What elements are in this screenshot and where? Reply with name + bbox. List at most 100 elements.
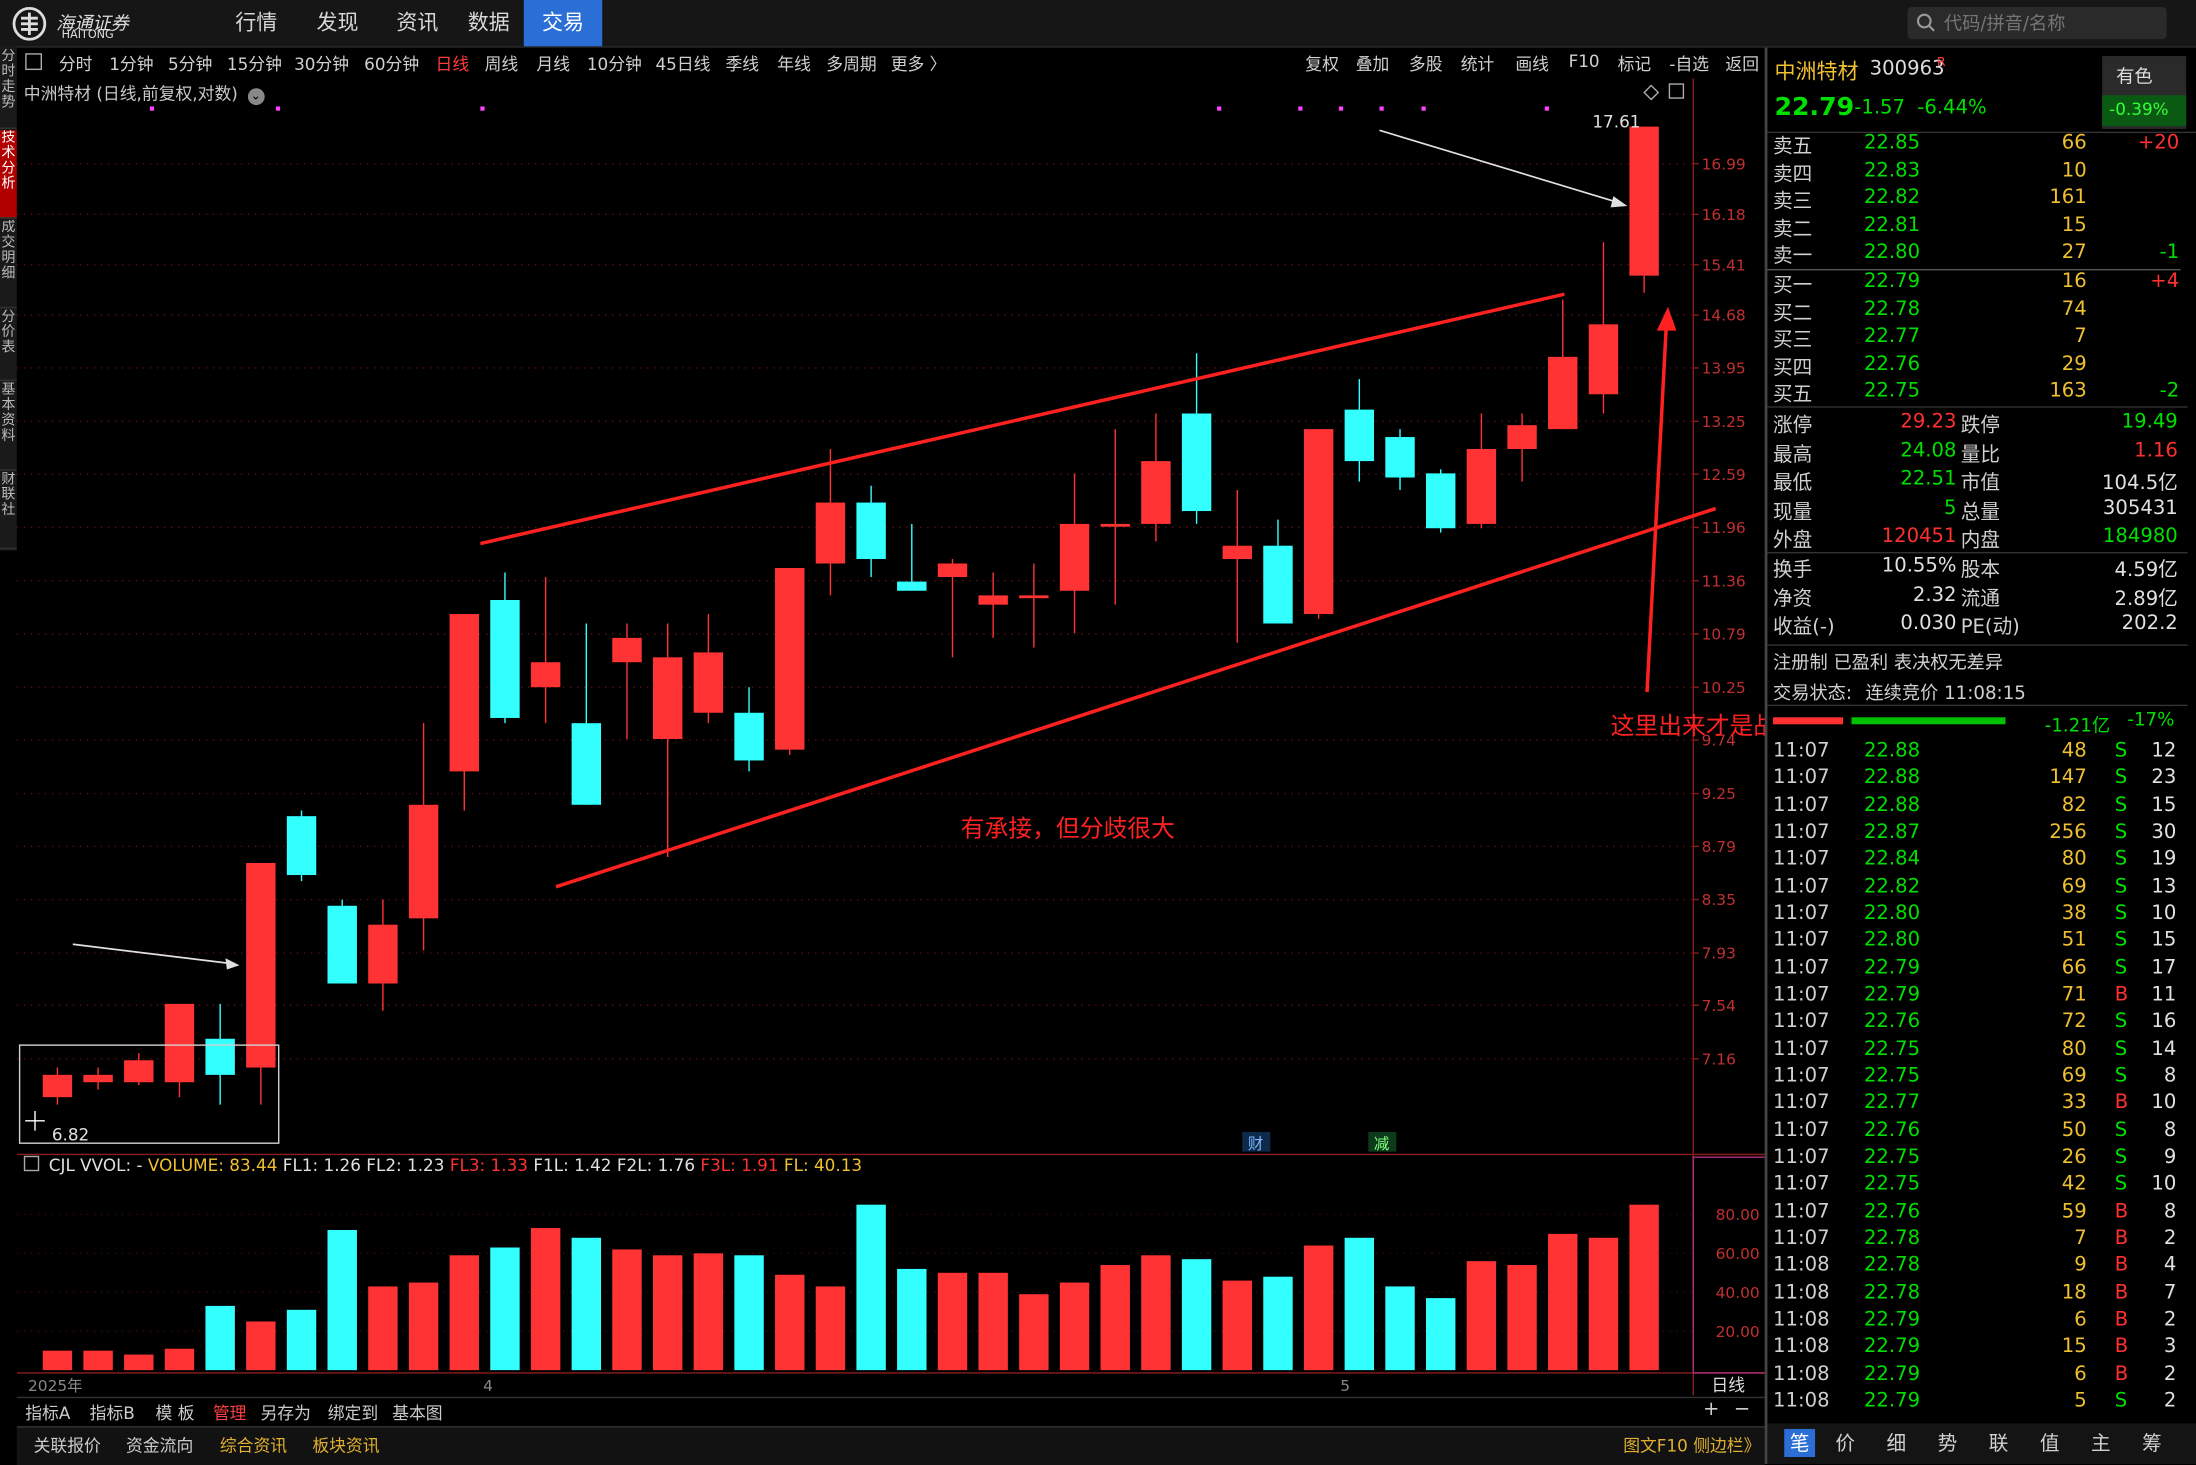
broker-logo[interactable]: 海通证券 HAITONG: [11, 6, 165, 42]
tool-f10[interactable]: F10: [1568, 51, 1600, 72]
indicator-toggle-icon[interactable]: [23, 1155, 40, 1172]
sidetab-technical[interactable]: 技术分析: [0, 130, 17, 219]
finance-badge[interactable]: [1242, 1131, 1271, 1152]
search-input[interactable]: [1941, 9, 2157, 38]
period-1min[interactable]: 1分钟: [109, 54, 154, 75]
broker-logo-cn: 海通证券: [56, 14, 129, 36]
sidetab-profile[interactable]: 基本资料: [0, 382, 17, 471]
highlight-box: [18, 1044, 280, 1144]
stat-row[interactable]: 净资 2.32 流通 2.89亿: [1767, 583, 2196, 610]
search-box[interactable]: [1907, 7, 2167, 40]
stat-row[interactable]: 最低 22.51 市值 104.5亿: [1767, 468, 2196, 495]
tick-row: 11:08 22.78 9 B 4: [1767, 1254, 2196, 1281]
menu-data[interactable]: 数据: [467, 9, 510, 36]
right-tab[interactable]: 值: [2039, 1433, 2060, 1456]
period-quarterly[interactable]: 季线: [725, 54, 760, 75]
f10-sidebar-link[interactable]: 图文F10 侧边栏》: [1623, 1435, 1761, 1456]
tick-count: 11: [2151, 983, 2177, 1006]
menu-news[interactable]: 资讯: [396, 9, 439, 36]
volume-bar: [693, 1253, 724, 1371]
tool-mark[interactable]: 标记: [1617, 54, 1652, 75]
right-tab[interactable]: 筹: [2142, 1433, 2162, 1456]
btab-save-as[interactable]: 另存为: [260, 1403, 311, 1424]
maximize-icon[interactable]: [1668, 83, 1685, 99]
bid-row[interactable]: 买四 22.76 29: [1767, 352, 2196, 379]
period-15min[interactable]: 15分钟: [226, 54, 282, 75]
btab-bind-to[interactable]: 绑定到: [327, 1403, 379, 1424]
sidetab-price-table[interactable]: 分价表: [0, 310, 17, 382]
tool-stats[interactable]: 统计: [1460, 54, 1495, 75]
btab-template[interactable]: 模 板: [155, 1403, 195, 1424]
ask-row[interactable]: 卖二 22.81 15: [1767, 214, 2196, 241]
volume-bar: [1588, 1237, 1619, 1371]
ask-row[interactable]: 卖五 22.85 66 +20: [1767, 132, 2196, 159]
menu-discover[interactable]: 发现: [316, 9, 359, 36]
tool-draw[interactable]: 画线: [1515, 54, 1549, 75]
stat-row[interactable]: 现量 5 总量 305431: [1767, 497, 2196, 524]
zoom-in-icon[interactable]: +: [1703, 1398, 1720, 1421]
stat-value: 0.030: [1900, 612, 1957, 635]
stat-row[interactable]: 涨停 29.23 跌停 19.49: [1767, 410, 2196, 437]
period-daily[interactable]: 日线: [435, 54, 470, 75]
bid-row[interactable]: 买三 22.77 7: [1767, 325, 2196, 352]
period-multi[interactable]: 多周期: [826, 54, 877, 75]
tick-volume: 6: [2074, 1308, 2087, 1331]
tick-list[interactable]: 11:07 22.88 48 S 12 11:07 22.88 147 S 23 11:07 22.8…: [1767, 740, 2196, 1421]
period-intraday[interactable]: 分时: [58, 54, 93, 75]
btab-sector-news[interactable]: 板块资讯: [312, 1435, 380, 1456]
period-5min[interactable]: 5分钟: [168, 54, 213, 75]
ask-row[interactable]: 卖一 22.80 27 -1: [1767, 241, 2196, 268]
bid-row[interactable]: 买二 22.78 74: [1767, 298, 2196, 325]
period-60min[interactable]: 60分钟: [364, 54, 420, 75]
sidetab-cls[interactable]: 财联社: [0, 472, 17, 550]
right-tab[interactable]: 主: [2090, 1433, 2111, 1456]
menu-quotes[interactable]: 行情: [235, 9, 278, 36]
layout-toggle-icon[interactable]: [25, 53, 43, 71]
bid-row[interactable]: 买五 22.75 163 -2: [1767, 380, 2196, 407]
stat-row[interactable]: 外盘 120451 内盘 184980: [1767, 525, 2196, 552]
btab-indicator-a[interactable]: 指标A: [25, 1403, 71, 1424]
tool-remove-watch[interactable]: -自选: [1669, 54, 1710, 75]
stat-row[interactable]: 收益(-) 0.030 PE(动) 202.2: [1767, 612, 2196, 639]
chart-settings-icon[interactable]: ⌄: [247, 88, 265, 106]
btab-indicator-b[interactable]: 指标B: [89, 1403, 135, 1424]
sidetab-trades[interactable]: 成交明细: [0, 220, 17, 309]
period-yearly[interactable]: 年线: [777, 54, 811, 75]
period-45day[interactable]: 45日线: [655, 54, 711, 75]
period-10min[interactable]: 10分钟: [586, 54, 642, 75]
right-tab[interactable]: 笔: [1784, 1428, 1816, 1457]
reduction-badge[interactable]: [1368, 1131, 1397, 1152]
zoom-out-icon[interactable]: −: [1733, 1398, 1751, 1421]
period-more[interactable]: 更多 〉: [890, 54, 947, 75]
kline-chart-area[interactable]: 16.99 16.18 15.41 14.68 13.95 13.25 12.59 11.96…: [16, 78, 1768, 1399]
tool-overlay[interactable]: 叠加: [1355, 54, 1390, 75]
tick-volume: 38: [2061, 902, 2087, 925]
stat-row[interactable]: 换手 10.55% 股本 4.59亿: [1767, 555, 2196, 582]
btab-fund-flow[interactable]: 资金流向: [126, 1435, 194, 1456]
btab-general-news[interactable]: 综合资讯: [219, 1435, 288, 1456]
stat-row[interactable]: 最高 24.08 量比 1.16: [1767, 439, 2196, 466]
price-tick-label: 10.79: [1702, 626, 1746, 644]
tool-adjust[interactable]: 复权: [1305, 54, 1339, 75]
ask-row[interactable]: 卖四 22.83 10: [1767, 159, 2196, 186]
right-tab[interactable]: 联: [1988, 1433, 2009, 1456]
period-weekly[interactable]: 周线: [484, 54, 519, 75]
btab-basic-chart[interactable]: 基本图: [392, 1403, 443, 1424]
period-30min[interactable]: 30分钟: [294, 54, 350, 75]
right-tab[interactable]: 势: [1937, 1433, 1958, 1456]
btab-manage[interactable]: 管理: [212, 1403, 247, 1424]
right-tab[interactable]: 价: [1835, 1433, 1855, 1456]
menu-trade[interactable]: 交易: [523, 0, 603, 47]
search-icon: [1916, 13, 1935, 32]
period-monthly[interactable]: 月线: [536, 54, 571, 75]
bid-row[interactable]: 买一 22.79 16 +4: [1767, 270, 2196, 297]
tool-back[interactable]: 返回: [1725, 54, 1760, 75]
tool-multi-stock[interactable]: 多股: [1408, 54, 1443, 75]
sector-color-button[interactable]: 有色 -0.39%: [2102, 56, 2187, 129]
sidetab-intraday[interactable]: 分时走势: [0, 49, 17, 129]
tick-price: 22.87: [1863, 820, 1921, 844]
btab-related-quotes[interactable]: 关联报价: [33, 1435, 101, 1456]
ask-row[interactable]: 卖三 22.82 161: [1767, 186, 2196, 213]
right-tab[interactable]: 细: [1886, 1433, 1907, 1456]
diamond-icon[interactable]: [1643, 84, 1660, 101]
